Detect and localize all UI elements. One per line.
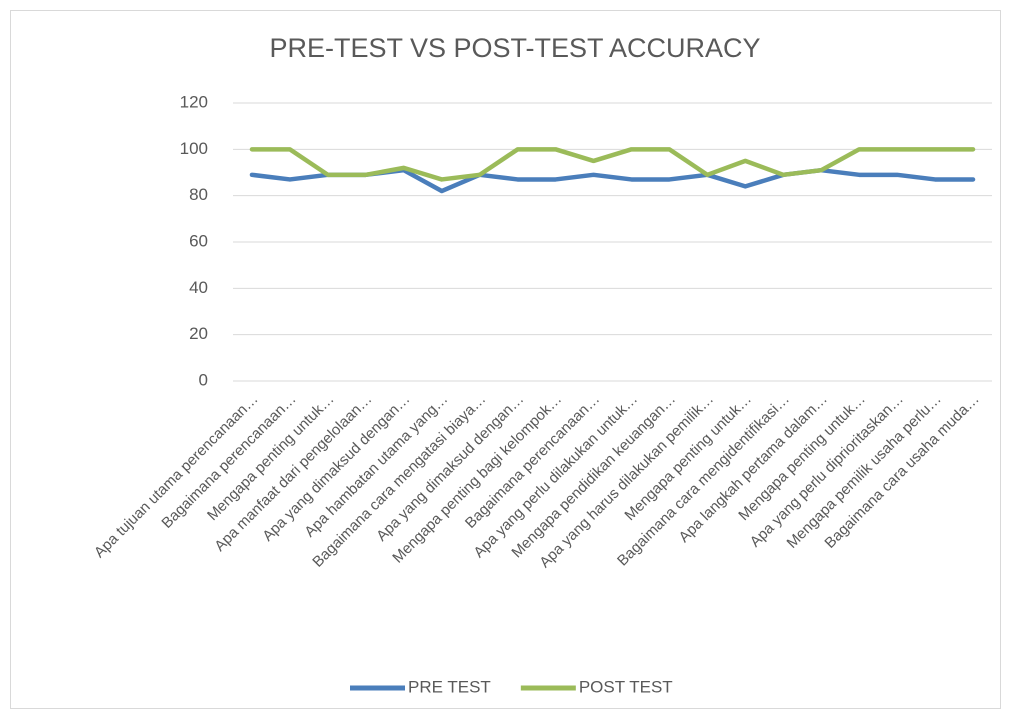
legend-label: PRE TEST xyxy=(408,677,491,696)
y-tick-label: 100 xyxy=(180,139,208,158)
legend-label: POST TEST xyxy=(579,677,673,696)
y-tick-label: 80 xyxy=(189,185,208,204)
series-line xyxy=(249,147,976,182)
y-tick-label: 40 xyxy=(189,278,208,297)
y-tick-label: 120 xyxy=(180,92,208,111)
chart-border xyxy=(10,10,1001,709)
chart-title: PRE-TEST VS POST-TEST ACCURACY xyxy=(269,33,760,63)
y-tick-label: 20 xyxy=(189,324,208,343)
y-tick-label: 0 xyxy=(199,370,208,389)
y-tick-label: 60 xyxy=(189,231,208,250)
